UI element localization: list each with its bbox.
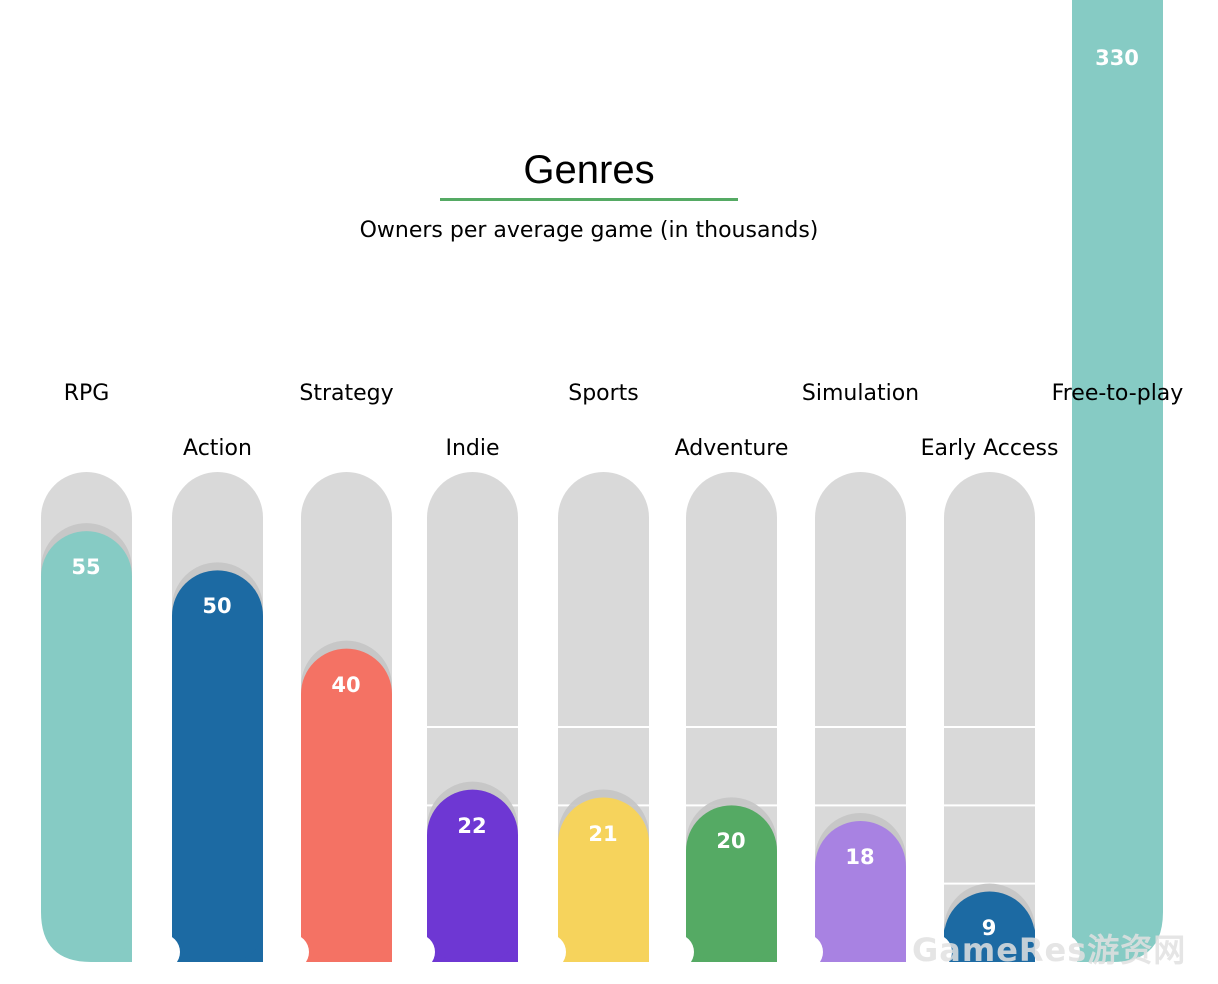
data-label: 50 (202, 594, 232, 619)
bar-foot (223, 922, 263, 962)
bar-foot (92, 922, 132, 962)
bar-foot (172, 922, 212, 962)
bar (815, 821, 906, 962)
bar (427, 789, 518, 962)
bar-foot (866, 922, 906, 962)
category-label: Early Access (920, 436, 1059, 461)
bar-foot (558, 922, 598, 962)
bar-foot (995, 922, 1035, 962)
corner-mask (41, 912, 91, 962)
bar-gap (924, 500, 944, 942)
bar-gap-cap (530, 934, 566, 970)
bar-foot (427, 922, 467, 962)
chart-subtitle: Owners per average game (in thousands) (359, 218, 819, 243)
bar-gap (666, 500, 686, 942)
data-label: 330 (1095, 46, 1139, 70)
bar (172, 570, 263, 962)
category-label: Simulation (801, 381, 920, 406)
bar-foot (609, 922, 649, 962)
category-label: Adventure (674, 436, 789, 461)
data-label: 21 (588, 821, 618, 846)
bar-foot (815, 922, 855, 962)
bar-foot (301, 922, 341, 962)
bar-gap (1052, 500, 1072, 942)
bar (944, 891, 1035, 962)
bar (301, 648, 392, 962)
watermark: GameRes游资网 (912, 931, 1187, 969)
chart-title: Genres (523, 148, 655, 192)
category-label: RPG (63, 381, 110, 406)
bar-gap (795, 500, 815, 942)
category-label: Strategy (299, 381, 394, 406)
bar-gap-cap (916, 934, 952, 970)
bar (41, 531, 132, 962)
bar-gap (281, 500, 301, 942)
bar-foot (478, 922, 518, 962)
bar-gap-cap (273, 934, 309, 970)
data-label: 20 (716, 829, 746, 854)
bar-gap-cap (399, 934, 435, 970)
bar-gap (538, 500, 558, 942)
category-label: Free-to-play (1051, 381, 1184, 406)
bar-foot (686, 922, 726, 962)
data-label: 18 (845, 845, 875, 869)
bar-foot (352, 922, 392, 962)
data-label: 40 (331, 672, 361, 697)
bar-gap-cap (1044, 934, 1080, 970)
bar (686, 805, 777, 962)
bar-track (944, 472, 1035, 962)
category-label: Action (183, 436, 252, 461)
bar-gap-cap (144, 934, 180, 970)
bar-foot (944, 922, 984, 962)
bar-gap (407, 500, 427, 942)
bar-gap (152, 500, 172, 942)
bar (1072, 0, 1163, 962)
category-label: Indie (445, 436, 500, 461)
category-label: Sports (568, 381, 639, 406)
data-label: 55 (71, 555, 101, 580)
bar-foot (737, 922, 777, 962)
bar-gap-cap (658, 934, 694, 970)
data-label: 9 (981, 915, 997, 940)
bar (558, 797, 649, 962)
data-label: 22 (457, 813, 487, 838)
title-underline (440, 198, 738, 201)
bar-gap-cap (787, 934, 823, 970)
